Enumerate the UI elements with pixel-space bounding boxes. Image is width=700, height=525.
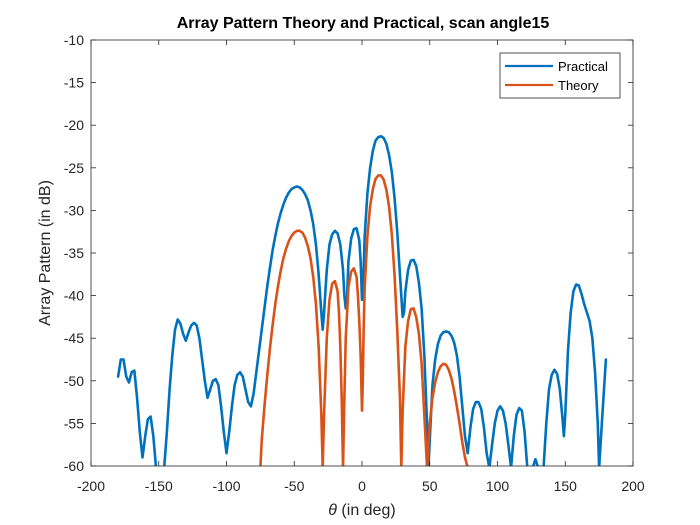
legend-label-theory: Theory: [558, 78, 599, 93]
x-axis-ticks: -200 -150 -100 -50 0 50 100 150 200: [77, 40, 645, 494]
y-tick-label: -55: [64, 415, 84, 431]
legend: Practical Theory: [499, 52, 621, 99]
x-tick-label: 100: [486, 478, 510, 494]
y-tick-label: -30: [64, 202, 84, 218]
y-tick-label: -20: [64, 117, 84, 133]
x-tick-label: -200: [77, 478, 105, 494]
legend-label-practical: Practical: [558, 59, 608, 74]
y-tick-label: -40: [64, 288, 84, 304]
x-tick-label: 50: [422, 478, 438, 494]
plot-area: -200 -150 -100 -50 0 50 100 150 200 -60 -55 -50 -45…: [64, 32, 645, 494]
x-axis-title: θ (in deg): [328, 502, 395, 519]
x-tick-label: -50: [284, 478, 304, 494]
series-layer: [116, 134, 608, 466]
x-tick-label: -100: [212, 478, 240, 494]
x-axis-title-text: (in deg): [337, 502, 396, 519]
x-tick-label: -150: [145, 478, 173, 494]
y-tick-label: -25: [64, 160, 84, 176]
y-tick-label: -50: [64, 373, 84, 389]
x-tick-label: 200: [621, 478, 645, 494]
x-tick-label: 0: [358, 478, 366, 494]
y-axis-title: Array Pattern (in dB): [37, 180, 54, 326]
series-line-theory: [259, 174, 469, 466]
series-line-practical: [116, 134, 608, 466]
y-tick-label: -35: [64, 245, 84, 261]
legend-box: [499, 52, 621, 99]
y-tick-label: -10: [64, 32, 84, 48]
y-tick-label: -15: [64, 75, 84, 91]
x-tick-label: 150: [554, 478, 578, 494]
y-axis-ticks: -60 -55 -50 -45 -40 -35 -30 -25 -20 -15 -10: [64, 32, 633, 474]
chart-title: Array Pattern Theory and Practical, scan…: [177, 15, 550, 32]
y-tick-label: -45: [64, 330, 84, 346]
y-tick-label: -60: [64, 458, 84, 474]
x-axis-title-symbol: θ: [328, 502, 337, 519]
